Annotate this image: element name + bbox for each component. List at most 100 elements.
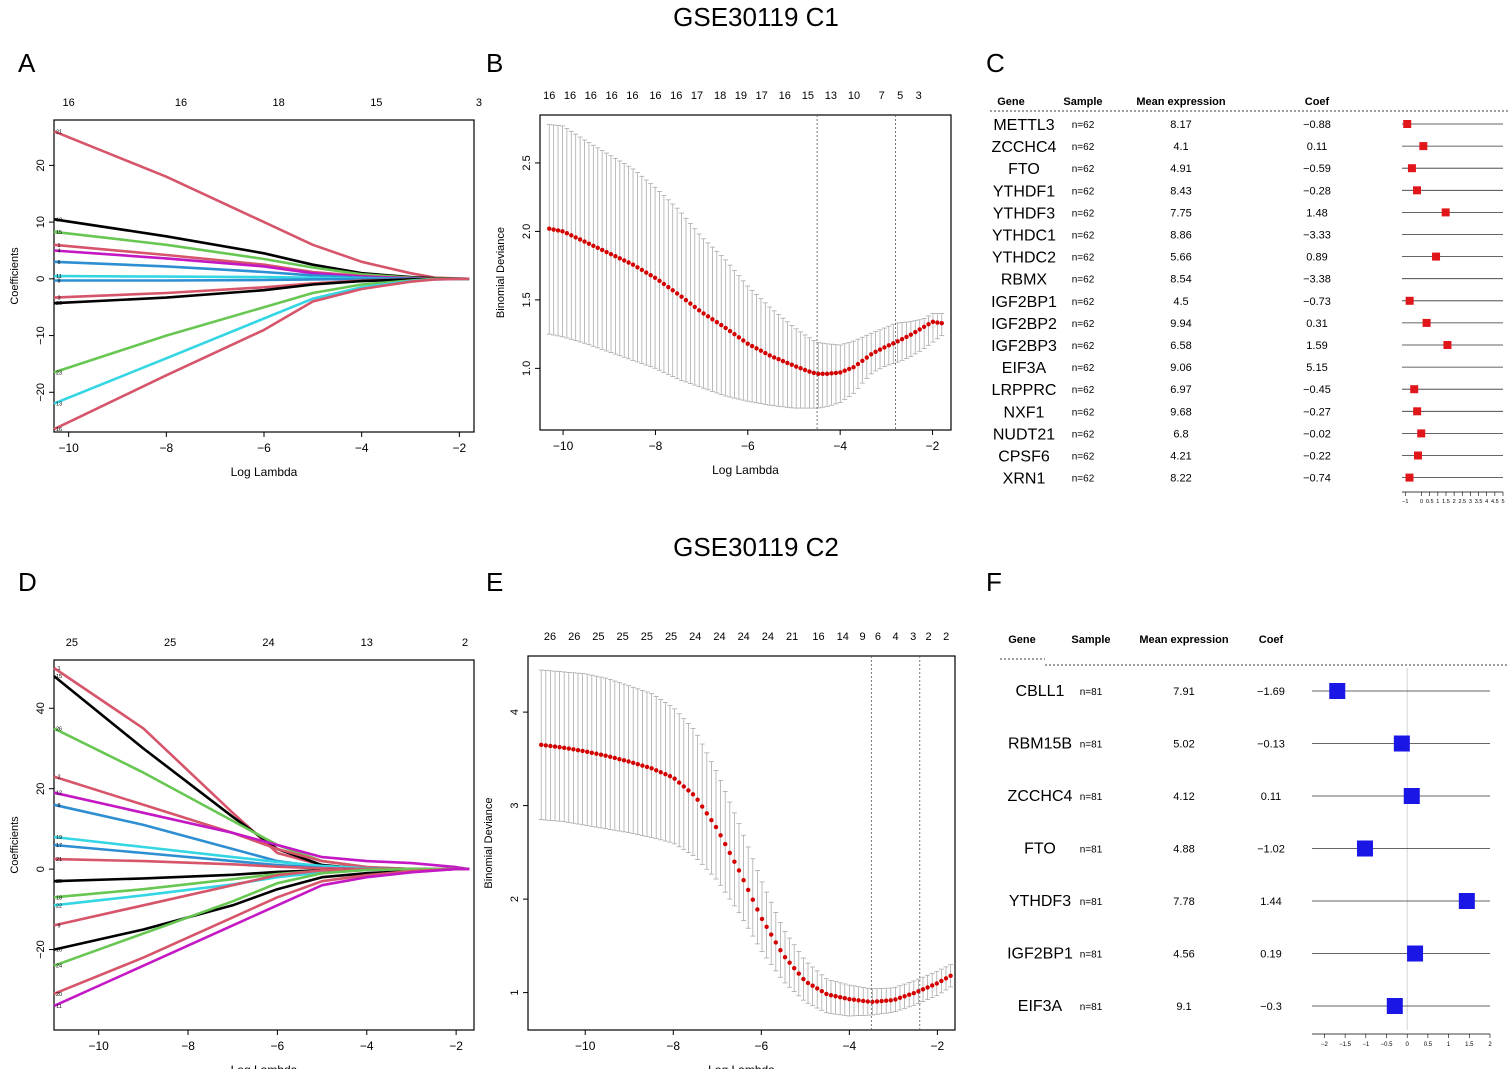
path-label-20: 20	[56, 992, 62, 998]
gene-label: RBMX	[1001, 272, 1048, 289]
sample-label: n=62	[1072, 407, 1095, 418]
gene-label: METTL3	[993, 117, 1054, 134]
forest-tick-label: 2	[1488, 1042, 1492, 1048]
cv-point	[897, 995, 903, 1001]
coef-value: 0.19	[1260, 949, 1281, 961]
coef-value: 0.11	[1307, 141, 1328, 153]
top-axis-label-B: 17	[756, 90, 768, 102]
forest-tick-label: 2.5	[1458, 499, 1466, 505]
gene-label: XRN1	[1003, 471, 1046, 488]
gene-label: IGF2BP1	[991, 294, 1057, 311]
cv-point	[794, 364, 799, 369]
coef-value: −0.88	[1303, 119, 1331, 131]
path-label-18: 18	[56, 895, 62, 901]
cv-point	[644, 764, 650, 770]
top-axis-label-E: 2	[943, 631, 949, 643]
cv-point	[939, 978, 944, 984]
top-axis-label-E: 24	[689, 631, 701, 643]
cv-point	[883, 998, 889, 1003]
sample-label: n=62	[1072, 208, 1095, 219]
cv-point	[560, 229, 565, 234]
x-tick-label-B: −6	[741, 439, 755, 453]
gene-label: ZCCHC4	[1008, 788, 1073, 805]
sample-label: n=62	[1072, 142, 1095, 153]
sample-label: n=62	[1072, 186, 1095, 197]
x-axis-label-A: Log Lambda	[231, 465, 298, 479]
forest-tick-label: −1	[1362, 1042, 1370, 1048]
coef-value: −0.73	[1303, 296, 1331, 308]
forest-tick-label: 5	[1501, 499, 1504, 505]
top-axis-label-D: 24	[262, 637, 274, 649]
forest-marker	[1407, 945, 1424, 962]
forest-tick-label: 0.5	[1426, 499, 1434, 505]
forest-marker	[1412, 186, 1421, 195]
cv-point	[666, 284, 671, 290]
cv-point	[608, 251, 614, 257]
cv-point	[543, 743, 549, 748]
cv-point	[829, 371, 834, 376]
column-header-coef: Coef	[1305, 96, 1330, 108]
column-header-coef: Coef	[1259, 634, 1284, 646]
path-label-20: 20	[56, 301, 62, 307]
cv-point	[599, 247, 605, 253]
cv-point	[778, 948, 783, 953]
forest-marker	[1405, 296, 1414, 305]
forest-marker	[1403, 120, 1412, 128]
x-tick-label-B: −4	[833, 439, 847, 453]
cv-point	[824, 371, 830, 376]
cv-point	[663, 772, 668, 777]
top-axis-label-B: 15	[802, 90, 814, 102]
cv-point	[695, 797, 700, 802]
x-tick-label-D: −6	[271, 1039, 285, 1053]
y-axis-label-B: Binomial Deviance	[495, 227, 507, 318]
gene-label: FTO	[1008, 161, 1040, 178]
cv-point	[902, 994, 907, 999]
top-axis-label-B: 10	[848, 90, 860, 102]
x-axis-label-D: Log Lambda	[231, 1063, 298, 1069]
cv-point	[569, 233, 574, 238]
path-label-24: 24	[56, 964, 62, 970]
forest-tick-label: −1.5	[1339, 1042, 1352, 1048]
path-label-11: 11	[56, 274, 62, 280]
forest-tick-label: 4	[1485, 499, 1488, 505]
forest-tick-label: 1.5	[1442, 499, 1450, 505]
cv-point	[575, 747, 581, 753]
cv-point	[913, 329, 918, 335]
cv-point	[710, 317, 715, 322]
forest-tick-label: −1	[1402, 499, 1408, 505]
x-tick-label-A: −8	[159, 441, 173, 455]
y-axis-label-D: Coefficients	[9, 816, 21, 874]
mean-expression-value: 4.12	[1173, 791, 1194, 803]
sample-label: n=62	[1072, 385, 1095, 396]
cv-point	[930, 319, 936, 325]
sample-label: n=62	[1072, 164, 1095, 175]
coef-value: −0.13	[1257, 739, 1285, 751]
cv-point	[879, 998, 884, 1004]
coefficient-path-23	[53, 277, 470, 374]
cv-point	[604, 249, 609, 255]
x-tick-label-D: −2	[449, 1039, 463, 1053]
top-axis-label-E: 26	[544, 631, 556, 643]
cv-point	[893, 997, 898, 1002]
cv-point	[555, 228, 561, 233]
cv-point	[594, 751, 599, 756]
path-label-10: 10	[56, 948, 62, 954]
y-tick-label-B: 2.0	[521, 224, 533, 239]
coef-value: −0.22	[1303, 451, 1331, 463]
column-header-gene: Gene	[1008, 634, 1036, 646]
coef-value: 5.15	[1306, 362, 1327, 374]
cv-point	[838, 370, 843, 375]
top-axis-label-B: 18	[714, 90, 726, 102]
coefficient-path-1	[53, 243, 470, 281]
top-axis-label-E: 25	[665, 631, 677, 643]
path-label-4: 4	[57, 248, 60, 254]
sample-label: n=81	[1080, 845, 1103, 856]
cv-point	[674, 291, 680, 296]
mean-expression-value: 9.68	[1170, 406, 1191, 418]
cv-point	[539, 742, 544, 748]
coef-value: −0.28	[1303, 185, 1331, 197]
cv-point	[865, 999, 870, 1004]
cv-point	[571, 747, 576, 752]
cv-point	[714, 319, 720, 325]
coefficient-path-20	[53, 867, 470, 996]
